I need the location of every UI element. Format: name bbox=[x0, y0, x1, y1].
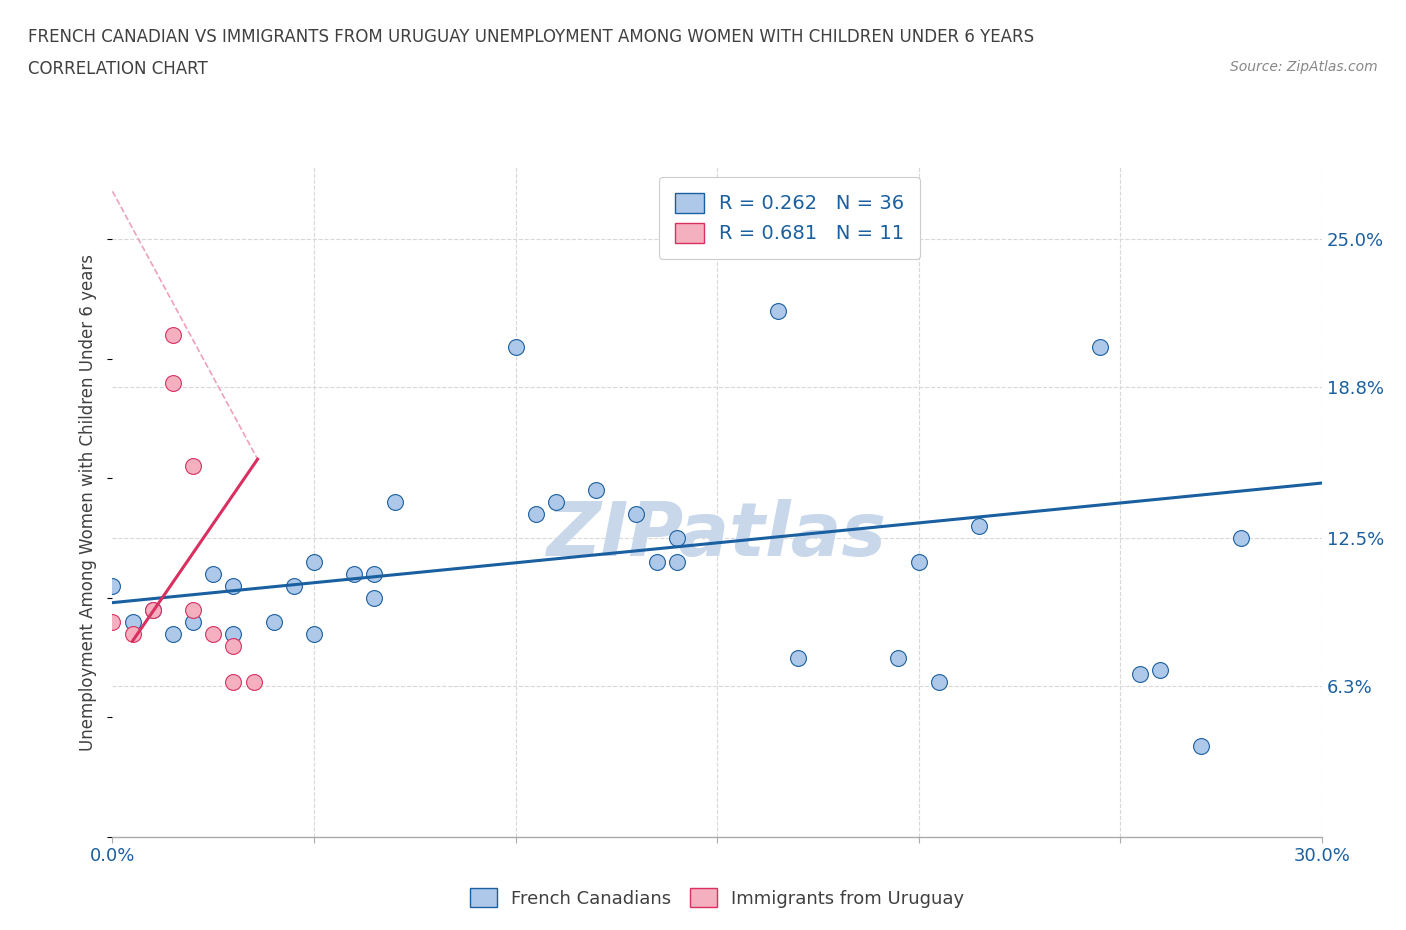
Legend: French Canadians, Immigrants from Uruguay: French Canadians, Immigrants from Urugua… bbox=[463, 882, 972, 915]
Point bbox=[907, 554, 929, 569]
Point bbox=[928, 674, 950, 689]
Point bbox=[222, 626, 245, 641]
Point bbox=[121, 626, 143, 641]
Point bbox=[645, 554, 668, 569]
Point bbox=[887, 650, 910, 665]
Point bbox=[1149, 662, 1171, 677]
Text: CORRELATION CHART: CORRELATION CHART bbox=[28, 60, 208, 78]
Point bbox=[1230, 531, 1253, 546]
Point bbox=[181, 615, 204, 630]
Point bbox=[967, 519, 990, 534]
Text: ZIPatlas: ZIPatlas bbox=[547, 499, 887, 572]
Point bbox=[363, 591, 385, 605]
Point bbox=[142, 603, 165, 618]
Point bbox=[162, 327, 184, 342]
Point bbox=[363, 566, 385, 581]
Point bbox=[585, 483, 607, 498]
Point bbox=[202, 626, 225, 641]
Text: FRENCH CANADIAN VS IMMIGRANTS FROM URUGUAY UNEMPLOYMENT AMONG WOMEN WITH CHILDRE: FRENCH CANADIAN VS IMMIGRANTS FROM URUGU… bbox=[28, 28, 1035, 46]
Point bbox=[162, 626, 184, 641]
Point bbox=[181, 458, 204, 473]
Point bbox=[101, 615, 124, 630]
Point bbox=[263, 615, 285, 630]
Point bbox=[121, 615, 143, 630]
Point bbox=[544, 495, 567, 510]
Point bbox=[1088, 339, 1111, 354]
Point bbox=[384, 495, 406, 510]
Point bbox=[283, 578, 305, 593]
Point bbox=[222, 674, 245, 689]
Point bbox=[1189, 738, 1212, 753]
Text: Source: ZipAtlas.com: Source: ZipAtlas.com bbox=[1230, 60, 1378, 74]
Point bbox=[1129, 667, 1152, 682]
Y-axis label: Unemployment Among Women with Children Under 6 years: Unemployment Among Women with Children U… bbox=[79, 254, 97, 751]
Point bbox=[665, 531, 688, 546]
Point bbox=[162, 375, 184, 390]
Point bbox=[222, 638, 245, 653]
Point bbox=[505, 339, 527, 354]
Point bbox=[242, 674, 264, 689]
Point bbox=[202, 566, 225, 581]
Point bbox=[524, 507, 547, 522]
Point bbox=[302, 554, 325, 569]
Point bbox=[302, 626, 325, 641]
Point bbox=[766, 303, 789, 318]
Point bbox=[786, 650, 808, 665]
Point bbox=[747, 244, 769, 259]
Point bbox=[222, 578, 245, 593]
Point bbox=[665, 554, 688, 569]
Point bbox=[101, 578, 124, 593]
Point bbox=[343, 566, 366, 581]
Point bbox=[626, 507, 648, 522]
Point bbox=[142, 603, 165, 618]
Point bbox=[181, 603, 204, 618]
